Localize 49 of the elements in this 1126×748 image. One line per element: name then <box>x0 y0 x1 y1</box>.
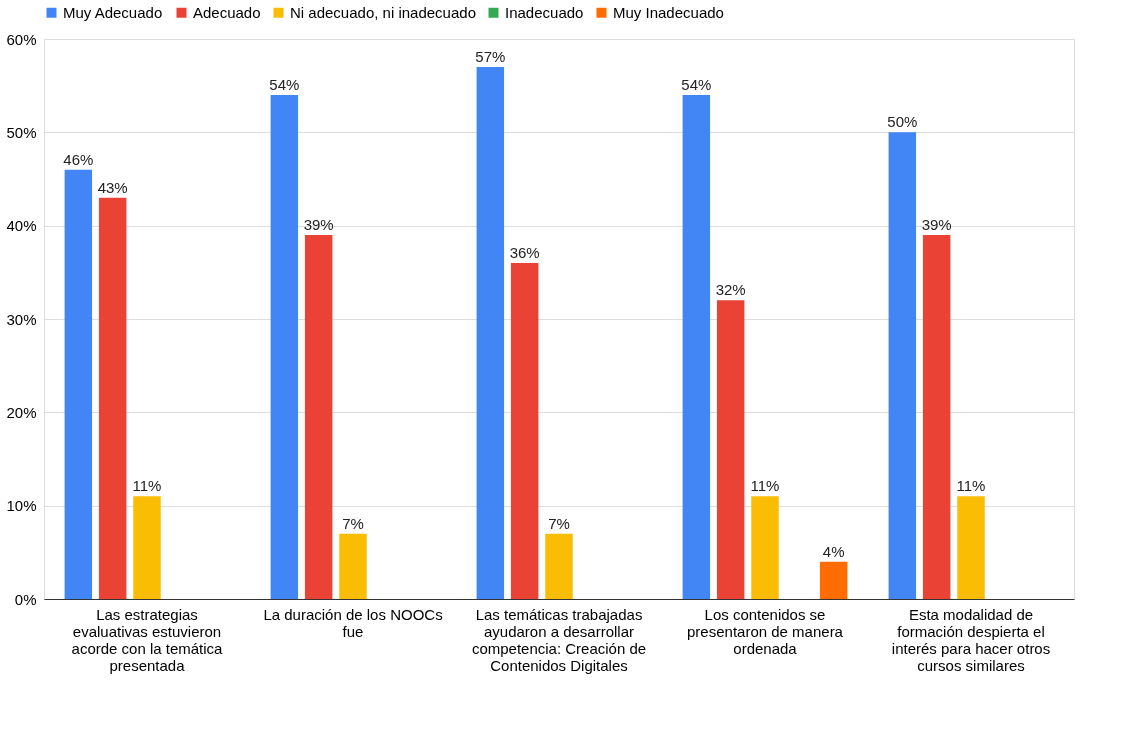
data-label: 4% <box>822 542 845 560</box>
x-tick-label: Los contenidos se presentaron de manera ordenada <box>687 605 844 657</box>
bar <box>751 496 779 599</box>
bar <box>270 95 299 599</box>
data-label: 11% <box>956 477 986 495</box>
data-label: 54% <box>269 76 300 93</box>
data-label: 7% <box>548 514 570 532</box>
data-label: 57% <box>475 48 506 65</box>
bar <box>888 132 917 599</box>
data-label: 39% <box>303 216 334 233</box>
data-label: 36% <box>509 244 540 261</box>
bar <box>545 533 573 599</box>
x-tick-label: Las temáticas trabajadas ayudaron a desarrollar competencia: Creación de Contenidos Digitales <box>471 605 647 674</box>
y-tick-label: 40% <box>6 217 37 235</box>
bar <box>476 67 505 599</box>
bar <box>957 496 985 599</box>
y-tick-label: 30% <box>6 310 37 328</box>
bar <box>304 235 333 599</box>
data-label: 46% <box>63 150 94 168</box>
data-label: 11% <box>132 477 162 495</box>
data-label: 50% <box>887 113 918 131</box>
bar <box>510 263 539 599</box>
bar <box>922 235 951 599</box>
bar <box>98 197 127 599</box>
legend-label: Muy Inadecuado <box>613 3 724 21</box>
y-tick-label: 10% <box>6 497 37 515</box>
x-tick-label: Esta modalidad de formación despierta el interés para hacer otros cursos similares <box>891 605 1051 674</box>
y-tick-label: 60% <box>6 30 37 48</box>
data-label: 39% <box>921 216 952 233</box>
x-tick-label: La duración de los NOOCs fue <box>263 605 443 640</box>
bar <box>339 533 367 599</box>
bar <box>682 95 711 599</box>
legend-label: Adecuado <box>193 3 261 21</box>
bar <box>64 169 93 599</box>
data-label: 11% <box>750 477 780 495</box>
x-tick-label: Las estrategias evaluativas estuvieron acorde con la temática presentada <box>71 605 224 674</box>
legend-label: Ni adecuado, ni inadecuado <box>290 3 476 21</box>
data-label: 7% <box>342 514 364 532</box>
legend-label: Inadecuado <box>505 3 584 21</box>
data-label: 43% <box>97 178 128 196</box>
legend-label: Muy Adecuado <box>63 3 163 21</box>
data-label: 54% <box>681 76 712 93</box>
y-tick-label: 20% <box>6 403 37 421</box>
y-tick-label: 0% <box>14 590 37 608</box>
y-tick-label: 50% <box>6 123 37 141</box>
data-label: 32% <box>715 281 746 299</box>
bar <box>819 561 848 599</box>
bar <box>133 496 161 599</box>
bar <box>716 300 745 599</box>
